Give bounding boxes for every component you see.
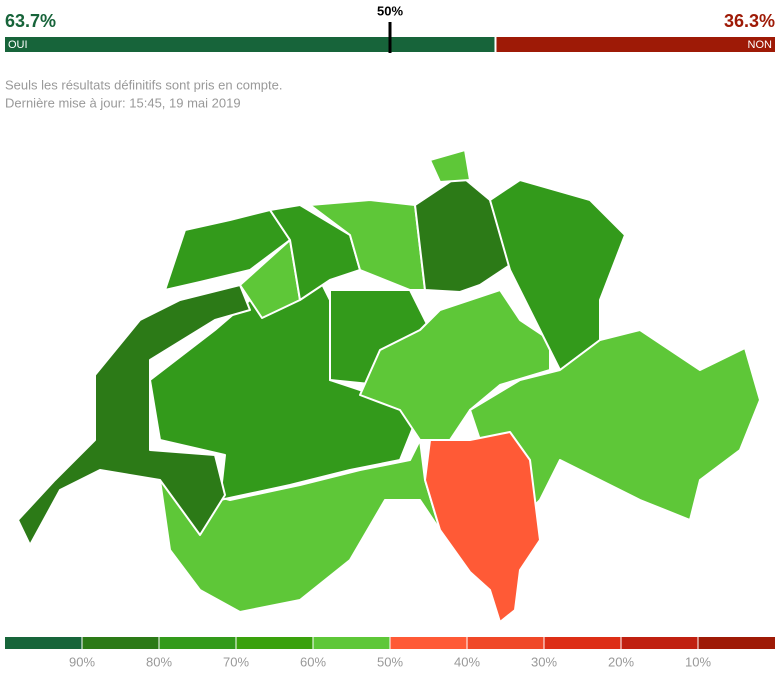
- yes-name: OUI: [8, 39, 28, 51]
- legend-swatch: [5, 637, 82, 649]
- note: Seuls les résultats définitifs sont pris…: [5, 77, 282, 92]
- legend-label: 50%: [377, 654, 403, 669]
- majority-label: 50%: [377, 3, 403, 18]
- legend-swatch: [159, 637, 236, 649]
- legend-label: 40%: [454, 654, 480, 669]
- region: [269, 204, 361, 301]
- legend-label: 80%: [146, 654, 172, 669]
- note: Dernière mise à jour: 15:45, 19 mai 2019: [5, 95, 241, 110]
- legend-swatch: [390, 637, 467, 649]
- legend-label: 20%: [608, 654, 634, 669]
- legend-label: 30%: [531, 654, 557, 669]
- region: [159, 439, 441, 613]
- no-percent: 36.3%: [724, 11, 775, 31]
- legend-swatch: [313, 637, 390, 649]
- region: [414, 174, 511, 293]
- legend-label: 60%: [300, 654, 326, 669]
- region: [429, 149, 471, 183]
- map: [17, 149, 761, 623]
- legend-swatch: [236, 637, 313, 649]
- yes-percent: 63.7%: [5, 11, 56, 31]
- region: [309, 199, 426, 291]
- legend-swatch: [467, 637, 544, 649]
- region: [469, 329, 761, 521]
- region: [424, 431, 541, 623]
- legend-label: 90%: [69, 654, 95, 669]
- legend-swatch: [621, 637, 698, 649]
- legend-label: 10%: [685, 654, 711, 669]
- region: [489, 179, 626, 371]
- no-name: NON: [748, 39, 773, 51]
- yes-bar: [5, 37, 495, 52]
- no-bar: [496, 37, 775, 52]
- legend-label: 70%: [223, 654, 249, 669]
- legend-swatch: [698, 637, 775, 649]
- legend-swatch: [544, 637, 621, 649]
- legend-swatch: [82, 637, 159, 649]
- region: [359, 289, 551, 441]
